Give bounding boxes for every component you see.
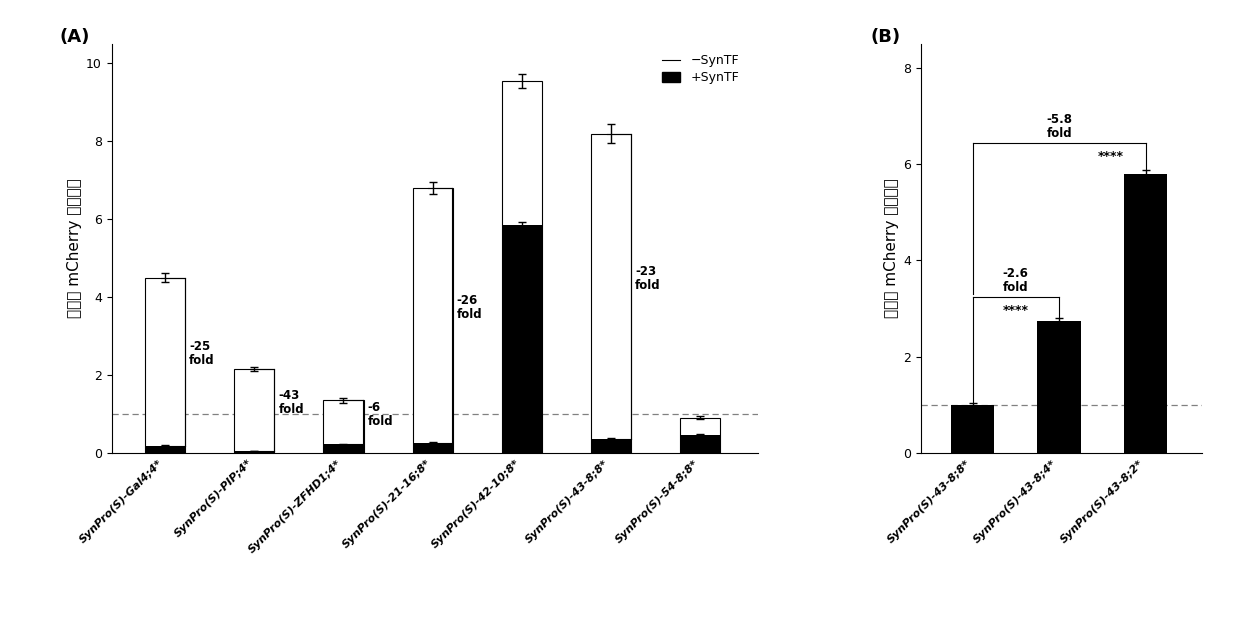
Y-axis label: 标准化 mCherry 荧光强度: 标准化 mCherry 荧光强度	[67, 179, 82, 318]
Text: -25
fold: -25 fold	[190, 340, 214, 367]
Text: (A): (A)	[59, 28, 90, 46]
Text: -43
fold: -43 fold	[279, 389, 304, 416]
Bar	[413, 188, 452, 453]
Bar	[1037, 321, 1080, 453]
Text: -23
fold: -23 fold	[636, 265, 660, 292]
Bar	[591, 133, 631, 453]
Bar	[591, 439, 631, 453]
Text: ****: ****	[1098, 150, 1124, 163]
Bar	[145, 446, 185, 453]
Bar	[145, 277, 185, 453]
Bar	[323, 400, 363, 453]
Text: (B): (B)	[870, 28, 901, 46]
Bar	[413, 443, 452, 453]
Legend: −SynTF, +SynTF: −SynTF, +SynTF	[662, 54, 740, 84]
Bar	[950, 405, 994, 453]
Bar	[234, 451, 274, 453]
Bar	[234, 369, 274, 453]
Bar	[502, 81, 541, 453]
Text: -26
fold: -26 fold	[457, 294, 482, 321]
Bar	[680, 435, 720, 453]
Text: -2.6
fold: -2.6 fold	[1002, 267, 1028, 294]
Text: -5.8
fold: -5.8 fold	[1046, 113, 1072, 140]
Y-axis label: 标准化 mCherry 荧光强度: 标准化 mCherry 荧光强度	[883, 179, 898, 318]
Bar	[323, 444, 363, 453]
Bar	[1124, 174, 1167, 453]
Bar	[680, 418, 720, 453]
Text: -6
fold: -6 fold	[368, 401, 393, 428]
Bar	[502, 225, 541, 453]
Text: ****: ****	[1002, 304, 1028, 317]
